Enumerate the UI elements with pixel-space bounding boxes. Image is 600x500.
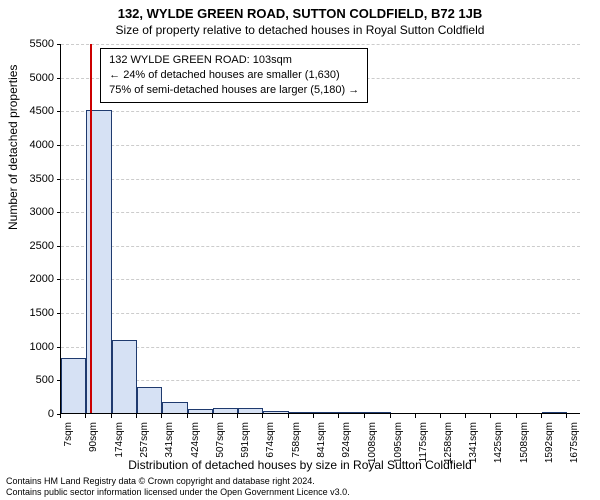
xtick-mark xyxy=(390,414,391,418)
xtick-label: 1592sqm xyxy=(544,422,555,463)
histogram-bar xyxy=(162,402,187,413)
xtick-label: 1508sqm xyxy=(519,422,530,463)
xtick-mark xyxy=(364,414,365,418)
xtick-mark xyxy=(136,414,137,418)
histogram-bar xyxy=(61,358,86,413)
histogram-bar xyxy=(542,412,567,413)
histogram-bar xyxy=(213,408,238,413)
x-axis-label: Distribution of detached houses by size … xyxy=(0,458,600,472)
ytick-label: 4500 xyxy=(14,105,54,117)
ytick-label: 5500 xyxy=(14,38,54,50)
footnote-line-1: Contains HM Land Registry data © Crown c… xyxy=(6,476,594,487)
xtick-mark xyxy=(440,414,441,418)
footnote: Contains HM Land Registry data © Crown c… xyxy=(6,476,594,498)
plot-area: 132 WYLDE GREEN ROAD: 103sqm ← 24% of de… xyxy=(60,44,580,414)
chart-title-main: 132, WYLDE GREEN ROAD, SUTTON COLDFIELD,… xyxy=(0,0,600,21)
xtick-mark xyxy=(516,414,517,418)
histogram-bar xyxy=(289,412,314,413)
ytick-label: 3500 xyxy=(14,173,54,185)
xtick-mark xyxy=(465,414,466,418)
histogram-bar xyxy=(238,408,263,413)
xtick-mark xyxy=(313,414,314,418)
histogram-bar xyxy=(365,412,391,413)
xtick-mark xyxy=(288,414,289,418)
xtick-mark xyxy=(490,414,491,418)
xtick-label: 924sqm xyxy=(341,422,352,458)
xtick-label: 1008sqm xyxy=(367,422,378,463)
histogram-bar xyxy=(339,412,364,413)
xtick-mark xyxy=(262,414,263,418)
ytick-label: 1500 xyxy=(14,307,54,319)
xtick-label: 90sqm xyxy=(88,422,99,452)
ytick-label: 2000 xyxy=(14,273,54,285)
ytick-label: 0 xyxy=(14,408,54,420)
xtick-mark xyxy=(161,414,162,418)
xtick-mark xyxy=(415,414,416,418)
xtick-label: 1425sqm xyxy=(493,422,504,463)
ytick-label: 4000 xyxy=(14,139,54,151)
xtick-mark xyxy=(85,414,86,418)
chart-title-sub: Size of property relative to detached ho… xyxy=(0,21,600,41)
xtick-label: 1675sqm xyxy=(569,422,580,463)
histogram-bar xyxy=(112,340,137,413)
info-line-3: 75% of semi-detached houses are larger (… xyxy=(109,83,359,98)
histogram-bar xyxy=(263,411,288,413)
histogram-bar xyxy=(137,387,162,413)
xtick-mark xyxy=(237,414,238,418)
property-marker-line xyxy=(90,44,92,413)
xtick-label: 174sqm xyxy=(114,422,125,458)
xtick-mark xyxy=(338,414,339,418)
chart-area: 132 WYLDE GREEN ROAD: 103sqm ← 24% of de… xyxy=(60,44,580,414)
xtick-label: 257sqm xyxy=(139,422,150,458)
histogram-bar xyxy=(188,409,213,413)
ytick-label: 500 xyxy=(14,374,54,386)
ytick-label: 5000 xyxy=(14,72,54,84)
xtick-label: 341sqm xyxy=(164,422,175,458)
xtick-mark xyxy=(212,414,213,418)
xtick-mark xyxy=(60,414,61,418)
info-box: 132 WYLDE GREEN ROAD: 103sqm ← 24% of de… xyxy=(100,48,368,103)
histogram-bar xyxy=(314,412,339,413)
xtick-label: 1258sqm xyxy=(443,422,454,463)
ytick-label: 3000 xyxy=(14,206,54,218)
xtick-mark xyxy=(541,414,542,418)
info-line-1: 132 WYLDE GREEN ROAD: 103sqm xyxy=(109,53,359,68)
xtick-label: 674sqm xyxy=(265,422,276,458)
xtick-mark xyxy=(187,414,188,418)
info-line-2: ← 24% of detached houses are smaller (1,… xyxy=(109,68,359,83)
xtick-label: 1341sqm xyxy=(468,422,479,463)
ytick-label: 2500 xyxy=(14,240,54,252)
ytick-label: 1000 xyxy=(14,341,54,353)
xtick-label: 424sqm xyxy=(190,422,201,458)
footnote-line-2: Contains public sector information licen… xyxy=(6,487,594,498)
xtick-label: 591sqm xyxy=(240,422,251,458)
xtick-label: 1175sqm xyxy=(418,422,429,462)
xtick-label: 841sqm xyxy=(316,422,327,458)
xtick-label: 1095sqm xyxy=(393,422,404,463)
xtick-label: 507sqm xyxy=(215,422,226,458)
xtick-label: 7sqm xyxy=(63,422,74,446)
xtick-mark xyxy=(111,414,112,418)
xtick-label: 758sqm xyxy=(291,422,302,458)
xtick-mark xyxy=(566,414,567,418)
